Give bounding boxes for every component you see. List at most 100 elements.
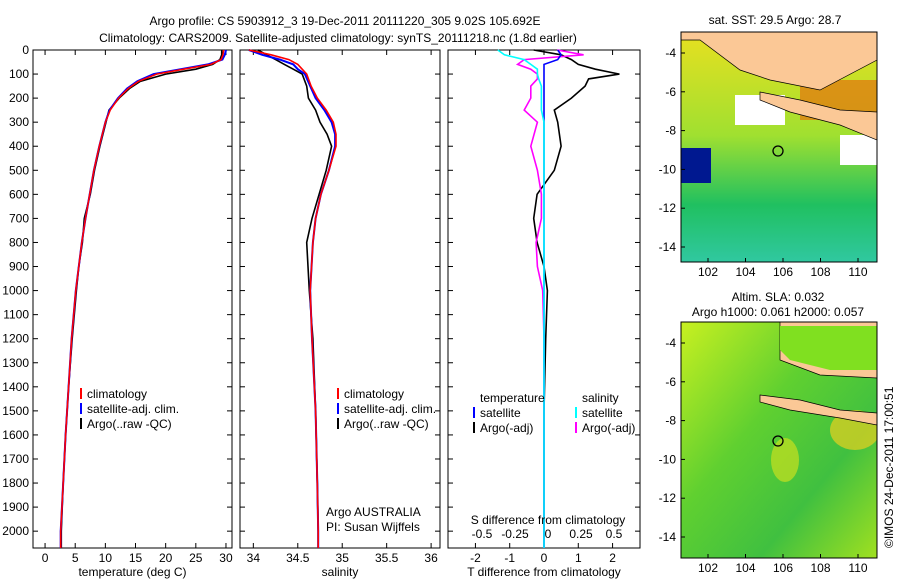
series-line-climatology — [248, 49, 337, 548]
title-line-1: Argo profile: CS 5903912_3 19-Dec-2011 2… — [150, 14, 541, 28]
y-tick-label: 1900 — [2, 500, 29, 514]
sla-high-patch — [771, 438, 799, 482]
legend-label: satellite — [582, 406, 623, 420]
sst-map-frame — [680, 31, 878, 263]
map-x-tick-label: 104 — [735, 561, 755, 575]
y-tick-label: 800 — [9, 235, 29, 249]
argo-program-label: Argo AUSTRALIA — [326, 505, 421, 519]
sla-map-frame — [680, 321, 878, 559]
x-axis-label: temperature (deg C) — [78, 565, 186, 579]
map-y-tick-label: -8 — [665, 124, 676, 138]
x-tick-label: 25 — [189, 551, 203, 565]
legend-label: salinity — [582, 391, 619, 405]
legend-label: satellite-adj. clim. — [344, 402, 436, 416]
map-x-tick-label: 106 — [773, 265, 793, 279]
argo-location-marker — [772, 435, 784, 447]
y-tick-label: 1200 — [2, 332, 29, 346]
series-line-s-argo-adj- — [515, 49, 584, 548]
map-y-tick-label: -4 — [665, 336, 676, 350]
x-tick-label: 5 — [72, 551, 79, 565]
y-tick-label: 1100 — [3, 308, 29, 322]
map-y-tick-label: -14 — [659, 240, 677, 254]
legend-label: Argo(..raw -QC) — [87, 417, 172, 431]
x-tick-label: 36 — [424, 551, 438, 565]
y-tick-label: 700 — [9, 211, 29, 225]
java-land — [759, 394, 877, 426]
y-tick-label: 1600 — [2, 428, 29, 442]
series-line-satellite-adj-clim- — [59, 49, 227, 548]
x-tick-label: 35.5 — [375, 551, 399, 565]
sst-map: sat. SST: 29.5 Argo: 28.7 102 104 106 108 11… — [659, 13, 878, 279]
s-tick-label: 0.5 — [606, 527, 623, 541]
map-x-tick-label: 102 — [698, 265, 718, 279]
x-tick-label: -1 — [504, 551, 515, 565]
legend-label: climatology — [87, 387, 147, 401]
s-axis-label: S difference from climatology — [471, 513, 626, 527]
x-tick-label: -2 — [470, 551, 481, 565]
sst-map-title: sat. SST: 29.5 Argo: 28.7 — [709, 13, 842, 27]
map-x-tick-label: 106 — [773, 561, 793, 575]
map-x-tick-label: 102 — [698, 561, 718, 575]
s-tick-label: -0.5 — [472, 527, 493, 541]
y-tick-label: 1500 — [2, 404, 29, 418]
map-x-tick-label: 104 — [735, 265, 755, 279]
map-y-tick-label: -10 — [659, 162, 677, 176]
sla-map: Altim. SLA: 0.032 Argo h1000: 0.061 h200… — [659, 290, 878, 575]
series-line-argo-raw-qc- — [60, 50, 223, 548]
x-axis-label: T difference from climatology — [467, 565, 621, 579]
x-tick-label: 20 — [159, 551, 173, 565]
series-line-argo-raw-qc- — [257, 49, 333, 548]
x-tick-label: 2 — [609, 551, 616, 565]
x-tick-label: 15 — [129, 551, 143, 565]
java-land — [759, 91, 877, 141]
series-line-t-argo-adj- — [532, 49, 620, 548]
argo-pi-label: PI: Susan Wijffels — [326, 520, 420, 534]
map-y-tick-label: -6 — [665, 85, 676, 99]
y-tick-label: 600 — [9, 187, 29, 201]
sst-missing-patch — [840, 135, 877, 165]
map-y-tick-label: -10 — [659, 452, 677, 466]
sla-field-east — [780, 326, 877, 370]
plot-frame — [239, 49, 441, 549]
x-tick-label: 35 — [336, 551, 350, 565]
series-line-climatology — [59, 49, 225, 548]
series-line-s-satellite — [497, 49, 545, 548]
x-tick-label: 0 — [541, 551, 548, 565]
y-tick-label: 200 — [9, 91, 29, 105]
y-tick-label: 1800 — [2, 476, 29, 490]
s-tick-label: 0.25 — [569, 527, 593, 541]
legend-label: satellite — [480, 406, 521, 420]
credit: ©IMOS 24-Dec-2011 17:00:51 — [882, 386, 896, 548]
map-x-tick-label: 108 — [810, 265, 830, 279]
argo-location-marker — [772, 145, 784, 157]
title-line-2: Climatology: CARS2009. Satellite-adjuste… — [99, 31, 577, 45]
salinity-panel: 34 34.5 35 35.5 36 salinity climatologysatelli… — [239, 49, 441, 579]
x-tick-label: 10 — [99, 551, 113, 565]
x-tick-label: 34 — [247, 551, 261, 565]
sumatra-land — [681, 32, 877, 91]
y-tick-label: 1400 — [2, 380, 29, 394]
y-tick-label: 400 — [9, 139, 29, 153]
legend-label: Argo(-adj) — [480, 421, 533, 435]
y-tick-label: 0 — [22, 43, 29, 57]
y-tick-label: 500 — [9, 163, 29, 177]
sla-map-title-1: Altim. SLA: 0.032 — [732, 290, 825, 304]
difference-panel: -2 -1 0 1 2T difference from climatology temp… — [447, 49, 641, 579]
map-y-tick-label: -4 — [665, 46, 676, 60]
x-tick-label: 34.5 — [286, 551, 310, 565]
y-tick-label: 300 — [9, 115, 29, 129]
temperature-panel: 0 5 10 15 20 25 30 temperature (deg C) 0 100 200 30… — [2, 43, 233, 579]
x-tick-label: 0 — [42, 551, 49, 565]
sst-cold-patch — [681, 148, 711, 183]
y-tick-label: 1300 — [2, 356, 29, 370]
x-tick-label: 1 — [575, 551, 582, 565]
y-tick-label: 900 — [9, 260, 29, 274]
s-tick-label: -0.25 — [501, 527, 529, 541]
map-y-tick-label: -12 — [659, 201, 677, 215]
map-y-tick-label: -8 — [665, 414, 676, 428]
legend-label: Argo(-adj) — [582, 421, 635, 435]
map-y-tick-label: -14 — [659, 530, 677, 544]
s-tick-label: 0 — [545, 527, 552, 541]
x-axis-label: salinity — [322, 565, 359, 579]
